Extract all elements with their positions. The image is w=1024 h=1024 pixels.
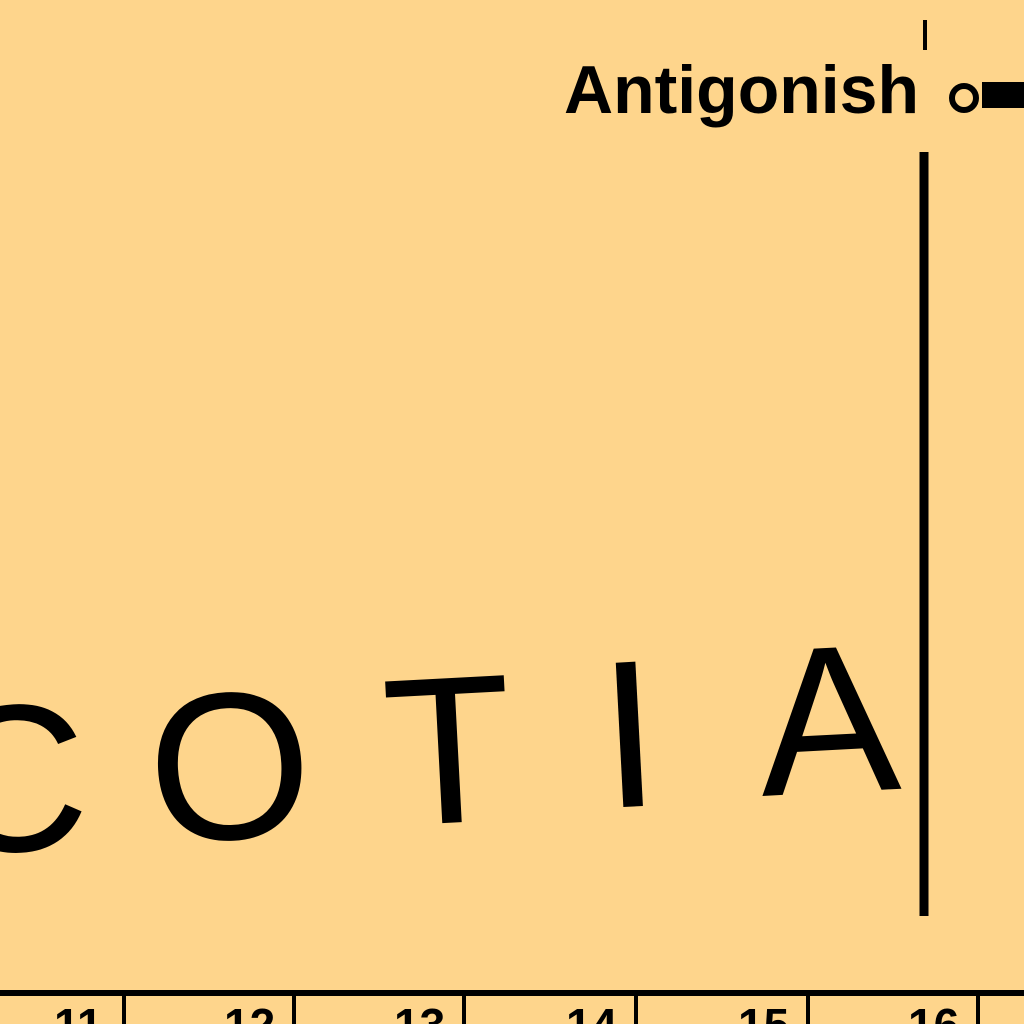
region-letter-c: C — [0, 657, 94, 900]
region-letter-a: A — [752, 599, 904, 841]
region-letter-t: T — [378, 630, 518, 871]
clipped-label-fragment — [982, 82, 1024, 108]
grid-number-11: 11 — [54, 999, 103, 1024]
grid-number-16: 16 — [908, 999, 959, 1024]
region-letter-i: I — [594, 615, 665, 853]
grid-number-12: 12 — [224, 999, 275, 1024]
grid-number-13: 13 — [394, 999, 445, 1024]
grid-border: 11 12 13 14 15 16 — [0, 990, 1024, 1024]
region-letter-o: O — [142, 645, 317, 888]
grid-number-15: 15 — [738, 999, 789, 1024]
grid-number-14: 14 — [566, 999, 618, 1024]
town-symbol-icon — [949, 83, 979, 113]
place-label-antigonish: Antigonish — [564, 52, 919, 128]
region-label: C O T I A — [0, 599, 904, 900]
